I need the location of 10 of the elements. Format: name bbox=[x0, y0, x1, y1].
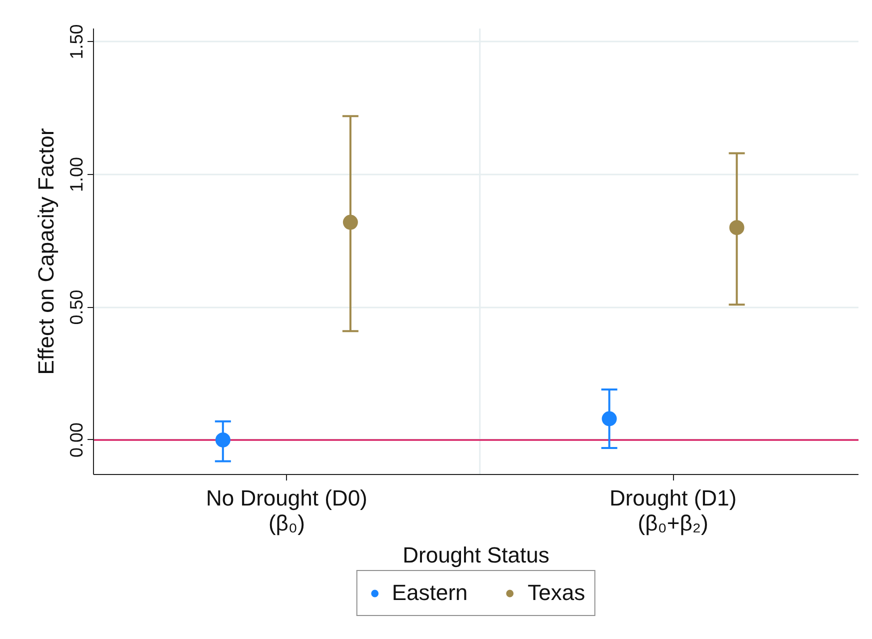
y-tick-label: 1.00 bbox=[66, 156, 86, 192]
y-tick-label: 1.50 bbox=[66, 24, 86, 60]
y-axis-title: Effect on Capacity Factor bbox=[34, 128, 58, 375]
y-tick-label: 0.50 bbox=[66, 290, 86, 325]
x-axis-title: Drought Status bbox=[402, 542, 550, 568]
x-tick-label: No Drought (D0) (β₀) bbox=[206, 486, 368, 536]
y-tick-label: 0.00 bbox=[66, 422, 86, 458]
legend-label: Eastern bbox=[392, 580, 468, 606]
legend-label: Texas bbox=[528, 580, 586, 606]
x-tick-label: Drought (D1) (β₀+β₂) bbox=[609, 486, 737, 536]
